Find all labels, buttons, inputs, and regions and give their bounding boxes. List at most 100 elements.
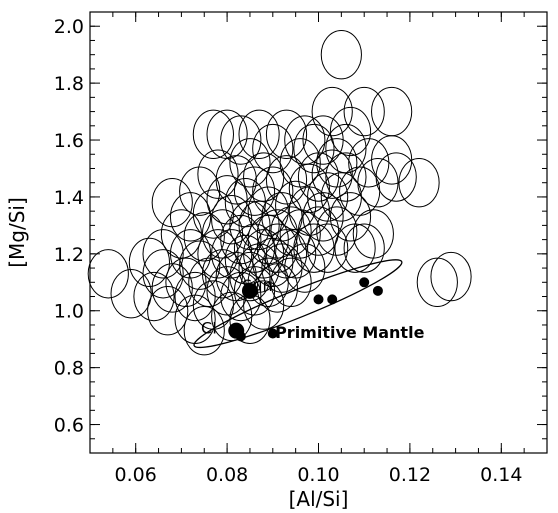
ellipse-marker [284,115,326,165]
x-tick-label: 0.08 [206,464,248,486]
ellipse-marker [233,166,276,216]
ellipse-marker [270,257,312,307]
x-tick-label: 0.12 [389,464,431,486]
y-tick-label: 1.6 [54,130,84,152]
ellipse-marker [371,86,413,137]
ellipse-marker [183,212,225,262]
ellipse-marker [279,209,321,259]
ellipse-marker [256,223,298,273]
ellipse-marker [142,229,184,279]
ellipse-marker [293,223,335,273]
filled-dot-marker [235,331,246,342]
ellipse-marker [247,186,289,236]
ellipse-marker [265,155,308,205]
ellipse-marker [325,152,367,202]
ellipse-marker [252,123,294,174]
ellipse-marker [275,229,317,279]
primitive-mantle-region [193,259,403,349]
ellipse-marker [352,209,394,259]
ellipse-marker [179,240,221,290]
ellipse-marker [206,175,248,225]
ellipse-marker [192,109,234,160]
ellipse-marker [398,158,440,208]
ellipse-marker [133,271,175,322]
ellipse-marker [87,249,129,299]
y-tick-label: 1.2 [54,244,84,266]
ellipse-marker [343,86,385,137]
ellipse-marker [343,223,385,273]
ellipse-marker [293,123,335,174]
open-ellipse-markers [87,29,472,356]
ellipse-marker [215,155,257,205]
ellipse-marker [307,172,349,222]
ellipse-marker [297,206,340,256]
y-tick-label: 1.0 [54,301,84,323]
ellipse-marker [329,192,372,242]
primitive-mantle-region-layer [193,259,403,349]
filled-dot-markers [228,277,383,342]
ellipse-marker [297,152,340,202]
region-label: Primitive Mantle [275,323,424,342]
ellipse-marker [348,138,390,188]
ellipse-marker [238,109,280,160]
ellipse-marker [329,106,372,157]
x-tick-label: 0.14 [480,464,522,486]
ellipse-marker [320,29,362,80]
y-tick-label: 2.0 [54,16,84,38]
ellipse-marker [160,209,203,259]
ellipse-marker [265,109,308,160]
ellipse-marker [311,149,353,199]
x-tick-label: 0.06 [115,464,157,486]
ellipse-marker [110,268,152,319]
ellipse-marker [238,200,280,251]
filled-dot-marker [267,328,278,339]
ellipse-marker [288,163,330,214]
ellipse-marker [375,152,417,202]
filled-dot-marker [359,277,370,288]
ellipse-marker [229,138,271,188]
y-tick-label: 1.8 [54,73,84,95]
ellipse-marker [311,86,353,137]
ellipse-marker [142,249,184,299]
ellipse-marker [151,177,193,228]
ellipse-marker [284,243,326,293]
x-tick-label: 0.10 [297,464,339,486]
filled-dot-marker [372,285,383,296]
ellipse-marker [302,115,344,165]
y-ticks: 0.6 0.8 1.0 1.2 1.4 1.6 1.8 2.0 [54,11,547,454]
ellipse-marker [288,186,330,236]
ellipse-marker [188,257,230,307]
ellipse-marker [325,123,367,174]
ellipse-marker [307,223,349,273]
annotation-sun: Sun [242,276,272,295]
ellipse-marker [316,206,358,256]
ellipse-marker [371,135,413,185]
y-axis-label: [Mg/Si] [5,197,29,268]
axes: 0.06 0.08 0.10 0.12 0.14 0.6 0.8 1.0 1.2 1.4 1.6 1… [54,11,548,486]
ellipse-marker [224,234,266,285]
filled-dot-marker [327,294,338,305]
y-tick-label: 1.4 [54,187,84,209]
filled-dot-marker [313,294,324,305]
ellipse-marker [201,249,244,299]
y-tick-label: 0.8 [54,358,84,380]
y-tick-label: 0.6 [54,415,84,437]
ellipse-marker [220,115,262,165]
ellipse-marker [151,263,193,313]
x-axis-label: [Al/Si] [289,487,349,511]
filled-dot-marker [241,282,258,299]
ellipse-marker [183,305,225,356]
x-ticks: 0.06 0.08 0.10 0.12 0.14 [89,12,548,486]
ellipse-marker [128,237,171,288]
ellipse-marker [169,192,212,242]
ellipse-marker [416,257,458,307]
ellipse-marker [252,166,294,216]
ellipse-marker [197,229,239,279]
ellipse-marker [261,192,303,242]
ellipse-marker [316,138,358,188]
ellipse-marker [430,251,472,302]
ellipse-marker [302,192,344,242]
annotation-ci: CI [201,319,217,338]
